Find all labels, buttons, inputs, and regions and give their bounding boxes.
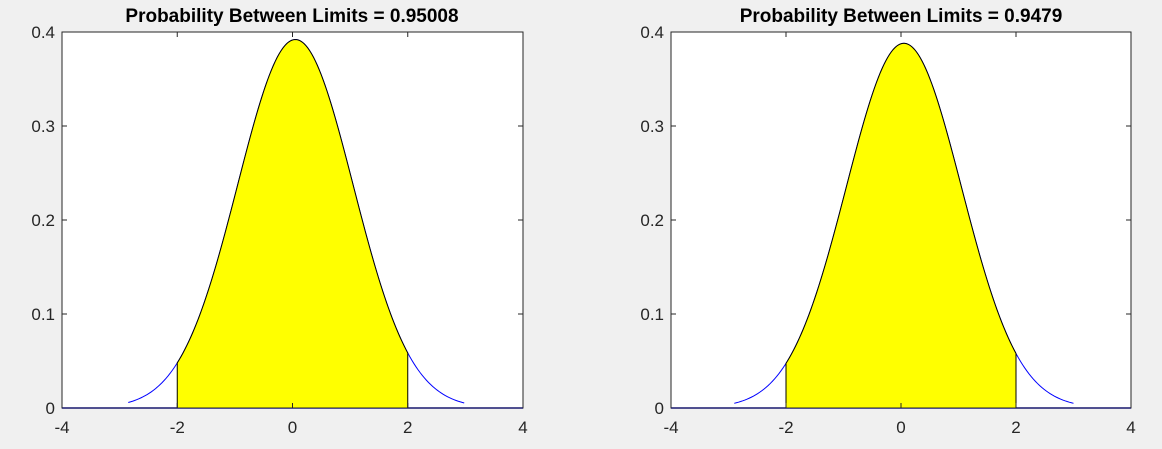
y-tick-label: 0.3	[31, 117, 55, 136]
chart-title: Probability Between Limits = 0.9479	[740, 6, 1063, 27]
x-tick-label: 0	[896, 418, 905, 437]
shaded-area	[785, 42, 1017, 409]
x-tick-label: 2	[403, 418, 412, 437]
y-tick-label: 0.4	[31, 23, 55, 42]
x-tick-label: 4	[518, 418, 527, 437]
shaded-area	[176, 39, 409, 409]
y-tick-label: 0.4	[640, 23, 664, 42]
x-tick-label: 0	[288, 418, 297, 437]
y-tick-label: 0	[655, 399, 664, 418]
y-tick-label: 0.3	[640, 117, 664, 136]
y-tick-label: 0.1	[640, 305, 664, 324]
x-tick-label: -4	[54, 418, 69, 437]
x-tick-label: -4	[663, 418, 678, 437]
y-tick-label: 0	[46, 399, 55, 418]
x-tick-label: 2	[1011, 418, 1020, 437]
x-tick-label: -2	[170, 418, 185, 437]
y-tick-label: 0.2	[31, 211, 55, 230]
y-tick-label: 0.1	[31, 305, 55, 324]
chart-title: Probability Between Limits = 0.95008	[125, 6, 458, 27]
left-chart: Probability Between Limits = 0.95008 -4 -…	[31, 6, 527, 437]
right-chart: Probability Between Limits = 0.9479 -4 -2…	[640, 6, 1135, 437]
y-tick-label: 0.2	[640, 211, 664, 230]
x-tick-label: -2	[778, 418, 793, 437]
x-tick-label: 4	[1126, 418, 1135, 437]
